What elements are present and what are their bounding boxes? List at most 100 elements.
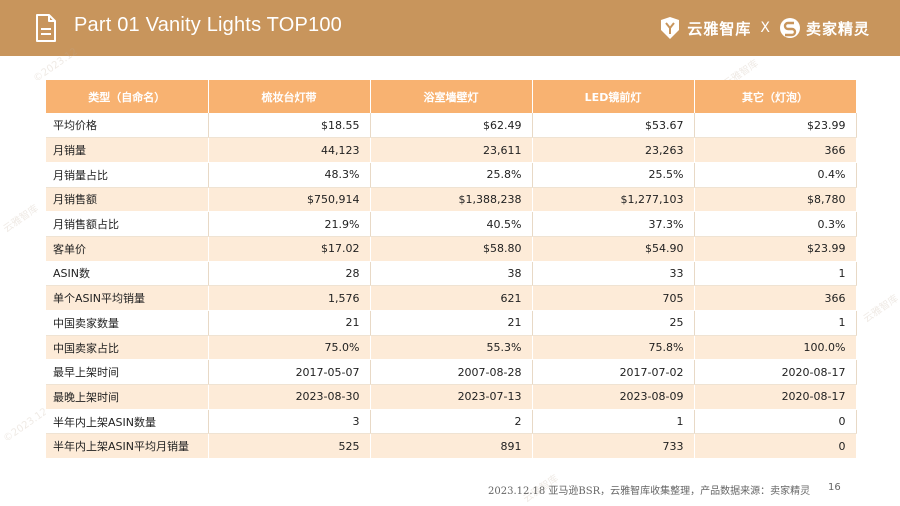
table-cell: 28 [208, 261, 371, 287]
table-cell: $750,914 [208, 187, 371, 213]
table-cell: 525 [208, 433, 371, 460]
table-cell: $58.80 [370, 236, 533, 262]
table-cell: 25 [532, 310, 695, 336]
table-cell: 0 [694, 433, 857, 460]
source-note: 2023.12.18 亚马逊BSR，云雅智库收集整理，产品数据来源：卖家精灵 [488, 486, 811, 497]
table-cell: 2017-07-02 [532, 359, 695, 386]
table-cell: 1 [694, 310, 857, 336]
table-cell: 21.9% [208, 211, 371, 237]
table-cell: 0.3% [694, 211, 857, 237]
document-icon [36, 14, 56, 42]
table-cell: 25.5% [532, 162, 695, 188]
row-label: 月销售额占比 [46, 211, 209, 237]
table-cell: $53.67 [532, 113, 695, 139]
table-cell: 40.5% [370, 211, 533, 237]
table-row: 单个ASIN平均销量 1,576 621 705 366 [46, 285, 857, 311]
table-cell: 100.0% [694, 335, 857, 361]
table-cell: 44,123 [208, 137, 371, 163]
watermark: ©2023.12 [1, 406, 50, 445]
row-label: 半年内上架ASIN平均月销量 [46, 433, 209, 460]
brand-separator: X [760, 20, 770, 36]
table-cell: 33 [532, 261, 695, 287]
row-label: ASIN数 [46, 261, 209, 287]
table-row: 客单价 $17.02 $58.80 $54.90 $23.99 [46, 236, 857, 262]
table-cell: 0.4% [694, 162, 857, 188]
table-cell: 75.8% [532, 335, 695, 361]
table-row: 平均价格 $18.55 $62.49 $53.67 $23.99 [46, 113, 857, 139]
row-label: 月销量 [46, 137, 209, 163]
row-label: 中国卖家数量 [46, 310, 209, 336]
row-label: 半年内上架ASIN数量 [46, 409, 209, 435]
column-header: 类型（自命名） [46, 80, 209, 113]
brand-b-name: 卖家精灵 [805, 19, 870, 38]
table-cell: 705 [532, 285, 695, 311]
table-cell: 38 [370, 261, 533, 287]
column-header: 其它（灯泡） [694, 80, 857, 113]
sellersprite-logo-icon [779, 18, 800, 38]
table-cell: 2020-08-17 [694, 359, 857, 386]
table-cell: 621 [370, 285, 533, 311]
table-cell: 2017-05-07 [208, 359, 371, 386]
table-header-row: 类型（自命名） 梳妆台灯带 浴室墙壁灯 LED镜前灯 其它（灯泡） [46, 80, 857, 113]
row-label: 客单价 [46, 236, 209, 262]
table-cell: 1 [532, 409, 695, 435]
table-cell: 2023-08-30 [208, 384, 371, 410]
row-label: 月销量占比 [46, 162, 209, 188]
table-cell: 2007-08-28 [370, 359, 533, 386]
table-cell: 2023-08-09 [532, 384, 695, 410]
table-row: 中国卖家数量 21 21 25 1 [46, 310, 857, 336]
table-cell: 21 [208, 310, 371, 336]
table-cell: $23.99 [694, 236, 857, 262]
table-row: 最晚上架时间 2023-08-30 2023-07-13 2023-08-09 2020… [46, 384, 857, 410]
yunya-logo-icon [661, 17, 680, 39]
stats-table: 类型（自命名） 梳妆台灯带 浴室墙壁灯 LED镜前灯 其它（灯泡） 平均价格 $1… [46, 80, 857, 460]
table-row: 中国卖家占比 75.0% 55.3% 75.8% 100.0% [46, 335, 857, 361]
row-label: 最晚上架时间 [46, 384, 209, 410]
brand-a-name: 云雅智库 [687, 19, 752, 38]
table-cell: 23,611 [370, 137, 533, 163]
table-cell: 55.3% [370, 335, 533, 361]
row-label: 中国卖家占比 [46, 335, 209, 361]
table-row: 月销量占比 48.3% 25.8% 25.5% 0.4% [46, 162, 857, 188]
table-cell: 75.0% [208, 335, 371, 361]
table-cell: 366 [694, 285, 857, 311]
table-cell: 2023-07-13 [370, 384, 533, 410]
table-cell: $1,388,238 [370, 187, 533, 213]
table-cell: 733 [532, 433, 695, 460]
table-cell: 37.3% [532, 211, 695, 237]
table-cell: 25.8% [370, 162, 533, 188]
table-cell: 1 [694, 261, 857, 287]
table-cell: 366 [694, 137, 857, 163]
table-row: 半年内上架ASIN数量 3 2 1 0 [46, 409, 857, 435]
column-header: 梳妆台灯带 [208, 80, 371, 113]
watermark: 云雅智库 [1, 203, 41, 236]
table-cell: $8,780 [694, 187, 857, 213]
table-cell: 21 [370, 310, 533, 336]
table-row: 半年内上架ASIN平均月销量 525 891 733 0 [46, 433, 857, 460]
page-title: Part 01 Vanity Lights TOP100 [74, 14, 342, 36]
table-cell: $17.02 [208, 236, 371, 262]
table-cell: $62.49 [370, 113, 533, 139]
table-cell: 891 [370, 433, 533, 460]
row-label: 月销售额 [46, 187, 209, 213]
table-row: 最早上架时间 2017-05-07 2007-08-28 2017-07-02 2020… [46, 359, 857, 386]
table-row: 月销售额 $750,914 $1,388,238 $1,277,103 $8,780 [46, 187, 857, 213]
table-cell: 0 [694, 409, 857, 435]
table-row: ASIN数 28 38 33 1 [46, 261, 857, 287]
table-row: 月销售额占比 21.9% 40.5% 37.3% 0.3% [46, 211, 857, 237]
table-cell: 2 [370, 409, 533, 435]
table-cell: 3 [208, 409, 371, 435]
watermark: 云雅智库 [861, 293, 900, 326]
table-cell: 2020-08-17 [694, 384, 857, 410]
table-row: 月销量 44,123 23,611 23,263 366 [46, 137, 857, 163]
page-number: 16 [828, 482, 841, 493]
table-cell: $54.90 [532, 236, 695, 262]
table-cell: $18.55 [208, 113, 371, 139]
row-label: 最早上架时间 [46, 359, 209, 386]
column-header: LED镜前灯 [532, 80, 695, 113]
column-header: 浴室墙壁灯 [370, 80, 533, 113]
table-cell: 48.3% [208, 162, 371, 188]
table-cell: 1,576 [208, 285, 371, 311]
table-cell: $1,277,103 [532, 187, 695, 213]
table-cell: $23.99 [694, 113, 857, 139]
